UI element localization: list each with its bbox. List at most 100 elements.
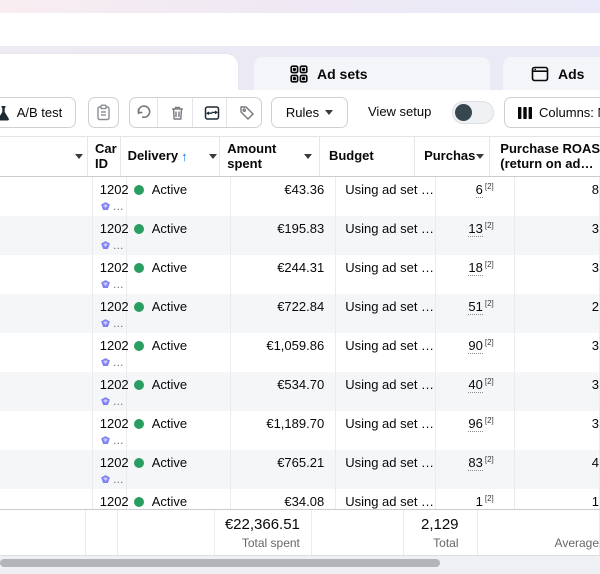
budget-cell: Using ad set … (336, 255, 436, 294)
delivery-cell: Active (127, 372, 232, 411)
purchases-cell[interactable]: 1 [2] (436, 489, 515, 510)
header-offscreen-column[interactable] (0, 137, 88, 176)
active-status-icon (133, 458, 144, 468)
purchase-roas-cell: 8 (515, 177, 600, 216)
purchases-cell[interactable]: 18 [2] (436, 255, 515, 294)
table-row: 1202 … Active €765.21 Using ad set … 8 (0, 450, 600, 489)
budget-cell: Using ad set … (336, 294, 436, 333)
delivery-cell: Active (127, 294, 232, 333)
purchases-cell[interactable]: 51 [2] (436, 294, 515, 333)
tab-ad-sets[interactable]: Ad sets (254, 57, 490, 90)
header-purchase-roas[interactable]: Purchase ROAS (return on ad… (500, 140, 600, 171)
tab-ads[interactable]: Ads (503, 57, 600, 90)
chevron-down-icon[interactable] (476, 154, 485, 159)
delivery-cell: Active (127, 411, 232, 450)
totals-car-id-cell (86, 510, 118, 555)
header-amount-spent[interactable]: Amount spent (220, 137, 320, 176)
pixel-shield-icon (100, 318, 111, 329)
columns-icon (517, 106, 533, 120)
sort-ascending-icon: ↑ (181, 149, 188, 164)
horizontal-scrollbar-thumb[interactable] (0, 559, 440, 567)
table-row: 1202 … Active €244.31 Using ad set … 1 (0, 255, 600, 294)
tab-campaigns-active[interactable] (0, 54, 238, 90)
chevron-down-icon (325, 110, 334, 115)
header-car-id[interactable]: Car ID (88, 137, 121, 176)
amount-spent-cell: €43.36 (231, 177, 337, 216)
delivery-cell: Active (127, 333, 232, 372)
active-status-icon (133, 380, 144, 390)
purchases-cell[interactable]: 96 [2] (436, 411, 515, 450)
view-setup-label: View setup (368, 104, 432, 119)
offscreen-cell (0, 177, 93, 216)
flask-icon (0, 105, 11, 121)
table-header: Car ID Delivery ↑ Amount spent Budget Pu… (0, 137, 600, 177)
edit-swap-button[interactable] (199, 98, 227, 127)
offscreen-cell (0, 411, 93, 450)
totals-roas-cell: Average (478, 510, 600, 555)
trash-icon (170, 105, 185, 121)
chevron-down-icon[interactable] (304, 154, 313, 159)
table-row: 1202 … Active €1,059.86 Using ad set … (0, 333, 600, 372)
totals-delivery-cell (118, 510, 215, 555)
budget-cell: Using ad set … (336, 216, 436, 255)
offscreen-cell (0, 333, 93, 372)
purchase-roas-cell: 1 (515, 489, 600, 510)
car-id-cell: 1202 … (93, 450, 129, 489)
rules-label: Rules (285, 105, 320, 120)
offscreen-cell (0, 450, 93, 489)
undo-icon (135, 105, 152, 120)
header-delivery[interactable]: Delivery ↑ (121, 137, 221, 176)
amount-spent-cell: €534.70 (231, 372, 337, 411)
purchase-roas-cell: 3 (515, 372, 600, 411)
ab-test-button[interactable]: A/B test (0, 97, 76, 128)
totals-amount-spent-cell: €22,366.51 Total spent (215, 510, 312, 555)
pixel-shield-icon (100, 279, 111, 290)
chevron-down-icon[interactable] (75, 154, 83, 159)
header-purchases[interactable]: Purchases (415, 137, 491, 176)
purchases-cell[interactable]: 13 [2] (436, 216, 515, 255)
purchase-roas-cell: 3 (515, 333, 600, 372)
tag-icon (239, 105, 255, 121)
purchase-roas-cell: 2 (515, 294, 600, 333)
columns-label: Columns: Mml (539, 105, 600, 120)
pixel-shield-icon (100, 357, 111, 368)
box-swap-arrows-icon (203, 105, 221, 121)
amount-spent-cell: €722.84 (231, 294, 337, 333)
undo-button[interactable] (130, 98, 159, 127)
tag-button[interactable] (233, 98, 261, 127)
pixel-shield-icon (100, 201, 111, 212)
active-status-icon (133, 185, 144, 195)
offscreen-cell (0, 216, 93, 255)
offscreen-cell (0, 255, 93, 294)
active-status-icon (133, 419, 144, 429)
budget-cell: Using ad set … (336, 489, 436, 510)
active-status-icon (133, 263, 144, 273)
clipboard-icon (96, 104, 111, 121)
toggle-knob (455, 104, 472, 121)
budget-cell: Using ad set … (336, 372, 436, 411)
car-id-cell: 1202 … (93, 489, 129, 510)
active-status-icon (133, 224, 144, 234)
amount-spent-cell: €195.83 (231, 216, 337, 255)
duplicate-button[interactable] (88, 97, 119, 128)
chevron-down-icon[interactable] (208, 154, 217, 159)
ad-sets-grid-icon (290, 64, 308, 83)
view-setup-toggle[interactable] (452, 101, 494, 124)
rules-button[interactable]: Rules (271, 97, 348, 128)
totals-budget-cell (312, 510, 405, 555)
header-budget[interactable]: Budget (320, 137, 416, 176)
columns-button[interactable]: Columns: Mml (504, 97, 600, 128)
purchases-cell[interactable]: 40 [2] (436, 372, 515, 411)
purchases-cell[interactable]: 6 [2] (436, 177, 515, 216)
delivery-cell: Active (127, 450, 232, 489)
amount-spent-cell: €1,189.70 (231, 411, 337, 450)
delivery-cell: Active (127, 177, 232, 216)
budget-cell: Using ad set … (336, 450, 436, 489)
purchases-cell[interactable]: 90 [2] (436, 333, 515, 372)
purchases-cell[interactable]: 83 [2] (436, 450, 515, 489)
totals-purchases-cell: 2,129 Total (404, 510, 478, 555)
active-status-icon (133, 302, 144, 312)
offscreen-cell (0, 489, 93, 510)
delete-button[interactable] (164, 98, 193, 127)
table-row: 1202 … Active €534.70 Using ad set … 4 (0, 372, 600, 411)
